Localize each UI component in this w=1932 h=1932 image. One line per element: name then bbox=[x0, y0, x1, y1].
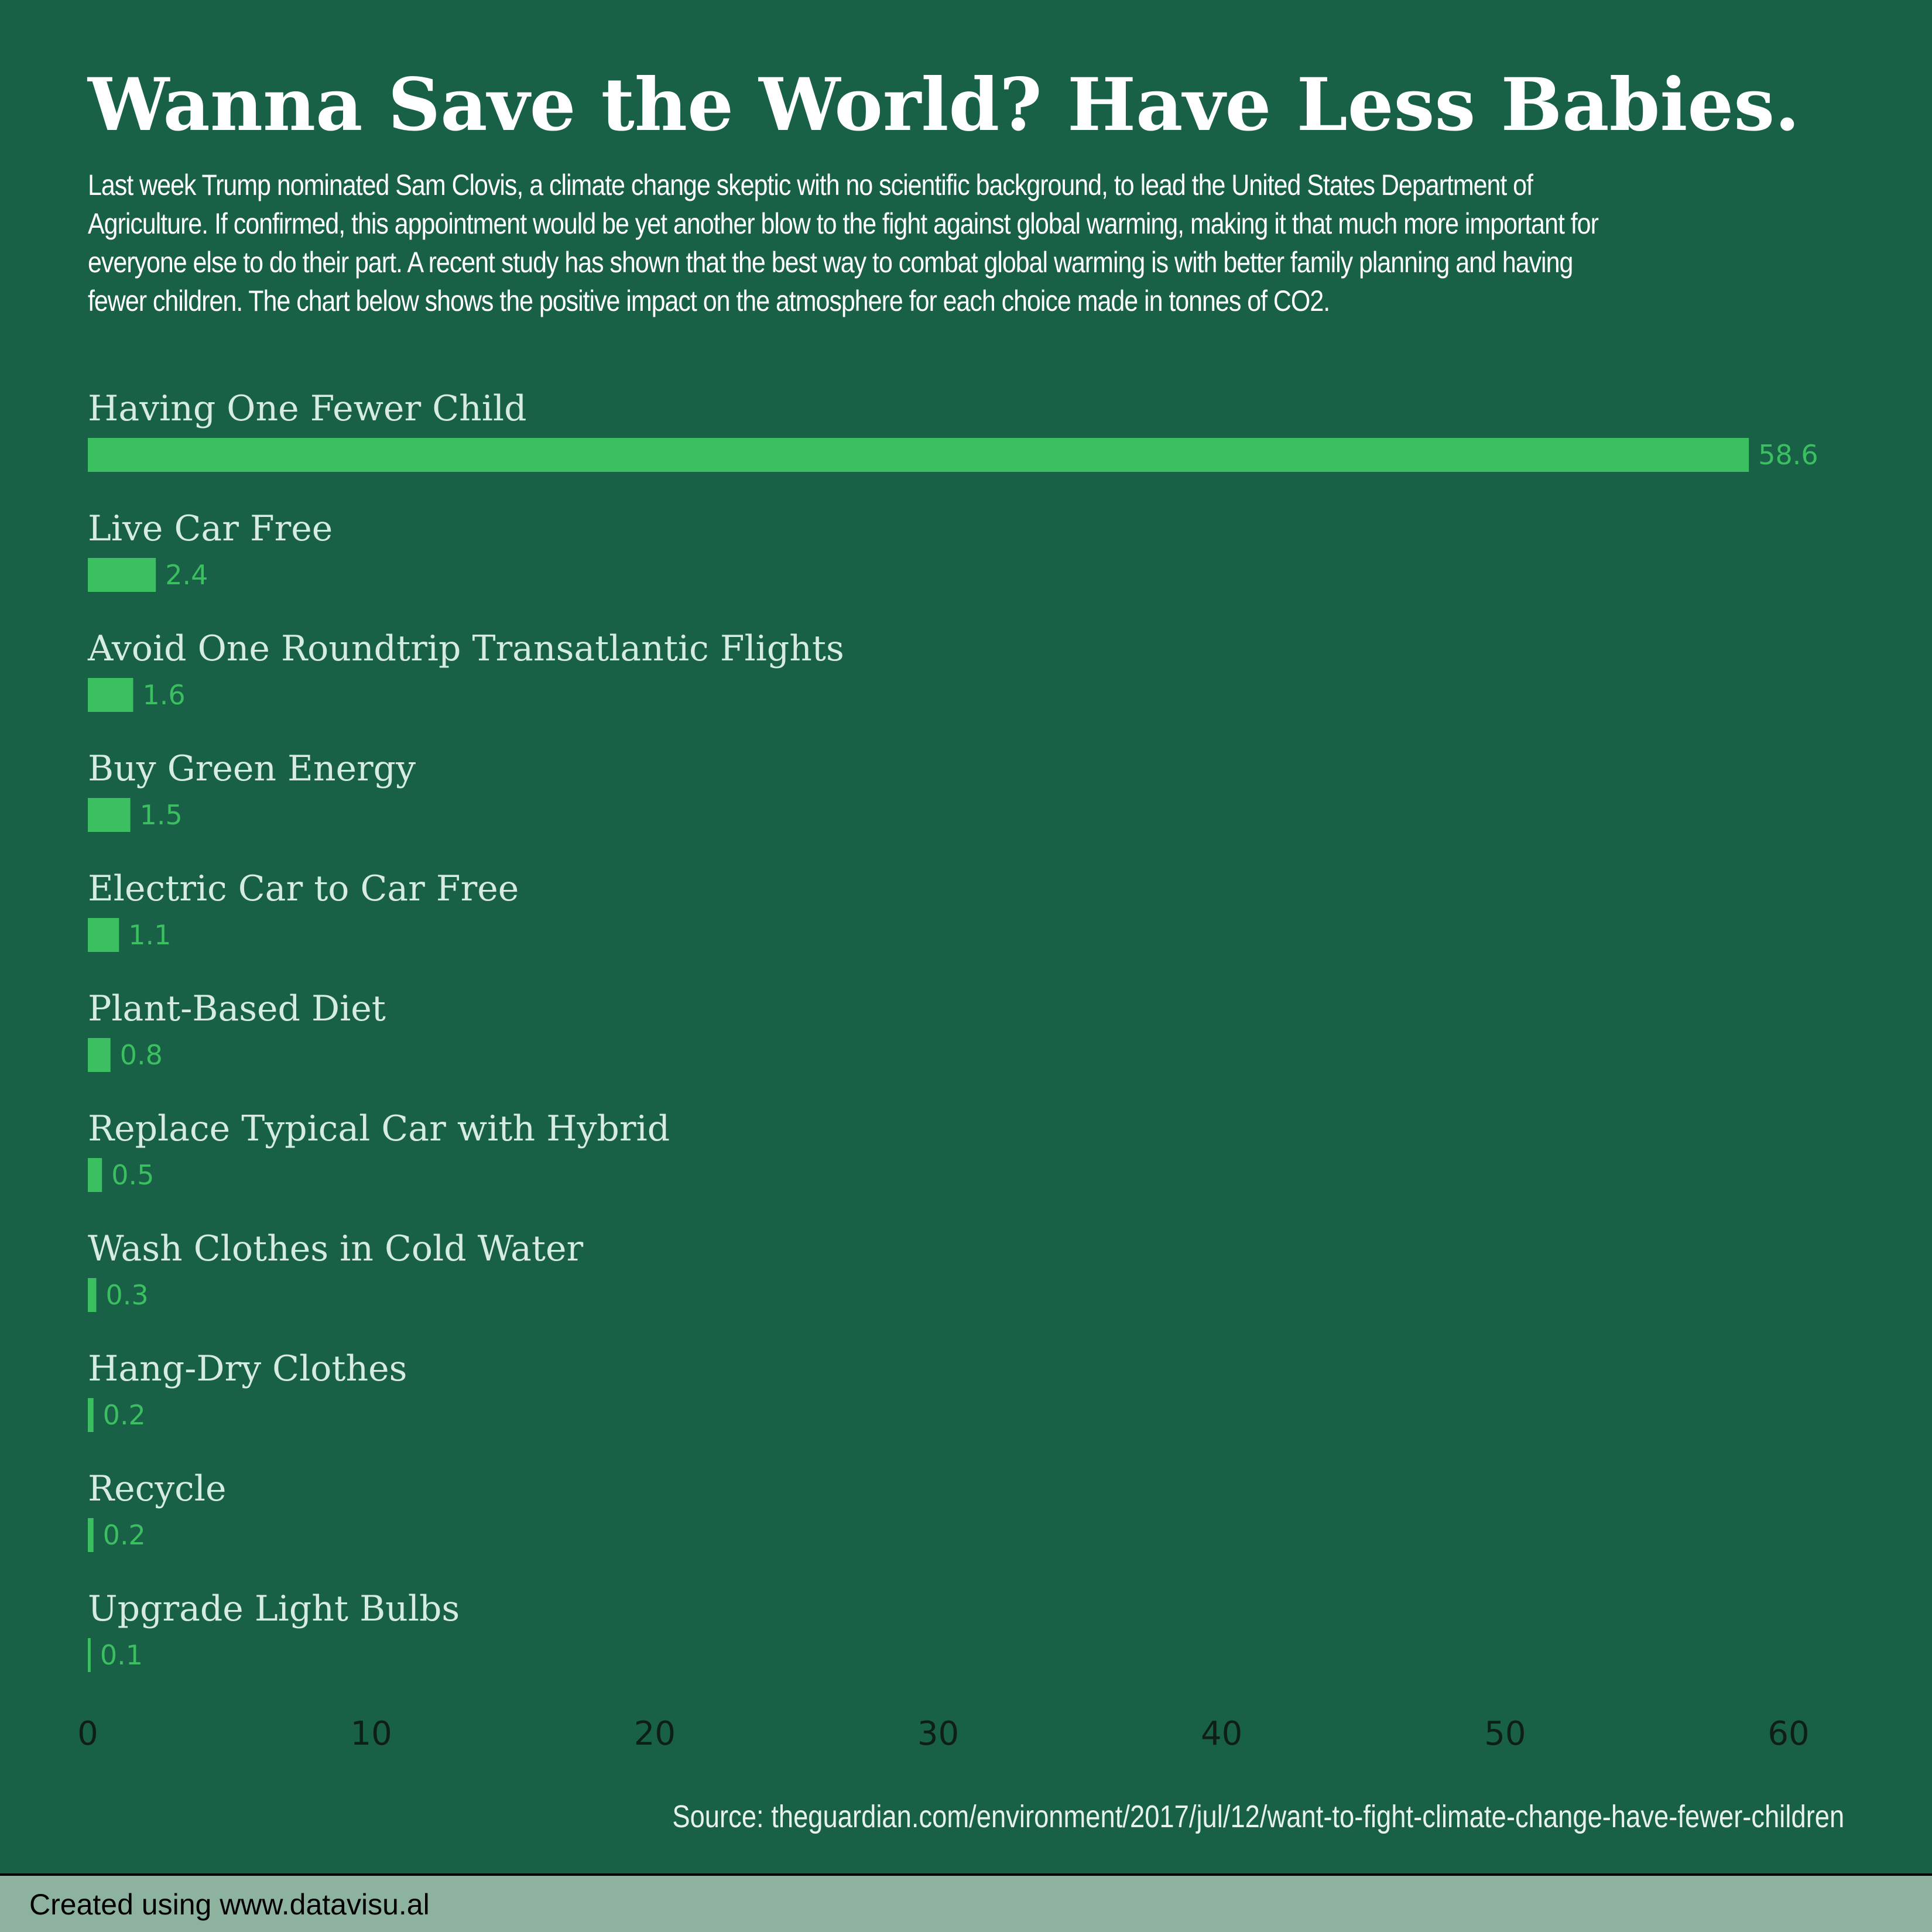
value-label: 0.5 bbox=[111, 1159, 154, 1191]
category-label: Electric Car to Car Free bbox=[88, 868, 519, 909]
category-label: Having One Fewer Child bbox=[88, 388, 527, 429]
category-label: Plant-Based Diet bbox=[88, 988, 386, 1029]
bar bbox=[88, 1398, 94, 1432]
x-tick-label: 50 bbox=[1484, 1715, 1526, 1753]
x-tick-label: 30 bbox=[917, 1715, 959, 1753]
footer-bar: Created using www.datavisu.al bbox=[0, 1873, 1932, 1932]
category-label: Wash Clothes in Cold Water bbox=[88, 1228, 584, 1269]
category-label: Buy Green Energy bbox=[88, 748, 416, 789]
bar bbox=[88, 558, 156, 592]
bar bbox=[88, 1158, 102, 1192]
source-note: Source: theguardian.com/environment/2017… bbox=[672, 1799, 1844, 1834]
category-label: Avoid One Roundtrip Transatlantic Flight… bbox=[87, 628, 844, 669]
value-label: 0.2 bbox=[103, 1519, 146, 1551]
bar bbox=[88, 678, 133, 712]
chart-description: Last week Trump nominated Sam Clovis, a … bbox=[88, 169, 1599, 317]
bar-chart: Having One Fewer Child 58.6 Live Car Free 2… bbox=[77, 388, 1818, 1753]
x-tick-label: 40 bbox=[1201, 1715, 1242, 1753]
category-label: Upgrade Light Bulbs bbox=[88, 1588, 460, 1629]
category-label: Hang-Dry Clothes bbox=[88, 1348, 407, 1389]
value-label: 0.3 bbox=[106, 1279, 149, 1311]
value-label: 0.8 bbox=[120, 1039, 163, 1071]
bar bbox=[88, 1278, 97, 1312]
x-axis: 0 10 20 30 40 50 60 bbox=[77, 1715, 1809, 1753]
value-label: 2.4 bbox=[165, 559, 208, 591]
x-tick-label: 10 bbox=[351, 1715, 392, 1753]
category-label: Live Car Free bbox=[88, 508, 333, 549]
bar bbox=[88, 1638, 91, 1672]
bar bbox=[88, 798, 131, 832]
value-label: 1.6 bbox=[142, 679, 185, 711]
bar bbox=[88, 1518, 94, 1552]
value-label: 58.6 bbox=[1758, 439, 1818, 471]
value-label: 0.2 bbox=[103, 1399, 146, 1431]
x-tick-label: 0 bbox=[77, 1715, 98, 1753]
bar bbox=[88, 918, 119, 952]
value-label: 0.1 bbox=[100, 1639, 143, 1671]
category-label: Recycle bbox=[88, 1468, 226, 1509]
category-label: Replace Typical Car with Hybrid bbox=[88, 1108, 670, 1149]
footer-credit: Created using www.datavisu.al bbox=[29, 1888, 430, 1921]
chart-title: Wanna Save the World? Have Less Babies. bbox=[88, 63, 1800, 148]
x-tick-label: 20 bbox=[634, 1715, 676, 1753]
bars-group: Having One Fewer Child 58.6 Live Car Free 2… bbox=[87, 388, 1818, 1672]
bar bbox=[88, 1038, 111, 1072]
x-tick-label: 60 bbox=[1767, 1715, 1809, 1753]
bar bbox=[88, 438, 1749, 472]
value-label: 1.5 bbox=[140, 799, 183, 831]
value-label: 1.1 bbox=[128, 919, 171, 951]
